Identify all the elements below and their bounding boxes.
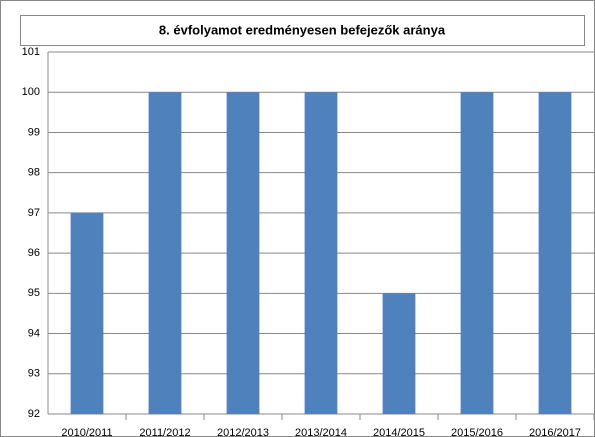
chart-title: 8. évfolyamot eredményesen befejezők ará… <box>159 22 446 37</box>
bar <box>538 92 572 414</box>
x-tick-label: 2010/2011 <box>61 427 112 437</box>
y-tick-label: 97 <box>28 207 40 219</box>
x-tick-label: 2016/2017 <box>529 427 581 437</box>
bar <box>460 92 494 414</box>
y-tick-label: 94 <box>28 327 40 339</box>
y-tick-label: 101 <box>22 46 40 58</box>
bar <box>226 92 260 414</box>
y-tick-label: 92 <box>28 408 40 420</box>
y-tick-label: 100 <box>22 86 40 98</box>
bar <box>382 293 416 414</box>
x-tick-label: 2011/2012 <box>139 427 190 437</box>
x-tick-label: 2014/2015 <box>373 427 425 437</box>
y-tick-label: 93 <box>28 368 40 380</box>
bar <box>70 212 104 414</box>
title-box <box>20 15 585 46</box>
y-tick-label: 96 <box>28 247 40 259</box>
y-tick-label: 98 <box>28 167 40 179</box>
bar <box>148 92 182 414</box>
x-tick-label: 2015/2016 <box>451 427 503 437</box>
x-tick-label: 2013/2014 <box>295 427 347 437</box>
y-tick-label: 99 <box>28 126 40 138</box>
x-tick-label: 2012/2013 <box>217 427 269 437</box>
bar <box>304 92 338 414</box>
y-tick-label: 95 <box>28 287 40 299</box>
